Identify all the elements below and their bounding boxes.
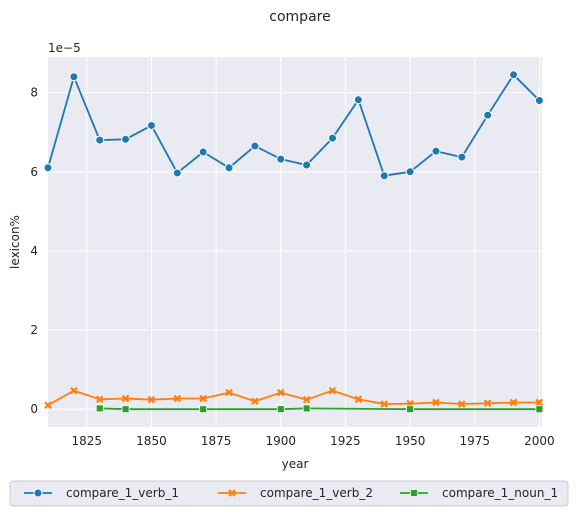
data-point-compare_1_noun_1 [95,404,104,413]
y-offset-label: 1e−5 [48,41,81,55]
data-point-compare_1_verb_1 [509,70,519,80]
marker-stroke [121,394,130,403]
marker-stroke [44,401,52,410]
data-point-compare_1_verb_1 [250,141,260,151]
plot-area [48,57,542,427]
data-point-compare_1_verb_1 [353,95,363,105]
y-tick-label: 8 [30,86,38,100]
y-axis-label: lexicon% [8,215,22,269]
y-tick-label: 6 [30,165,38,179]
data-point-compare_1_verb_1 [121,134,131,144]
data-point-compare_1_verb_1 [405,167,415,177]
marker-stroke [95,395,104,404]
marker-stroke [328,386,337,395]
data-point-compare_1_verb_2 [509,398,518,407]
legend-marker [228,489,236,497]
data-point-compare_1_verb_2 [380,400,389,408]
marker-stroke [173,394,182,403]
data-point-compare_1_verb_2 [95,395,104,404]
data-point-compare_1_verb_2 [199,394,207,403]
data-point-compare_1_verb_1 [146,120,156,130]
data-point-compare_1_verb_2 [173,394,182,403]
legend-box [9,480,569,507]
legend-entry-compare_1_noun_1: compare_1_noun_1 [442,486,558,500]
marker-stroke [251,397,259,406]
data-point-compare_1_verb_2 [70,386,78,395]
legend-marker [33,488,43,498]
marker-stroke [199,394,207,403]
marker-stroke [535,398,544,407]
data-point-compare_1_verb_1 [43,163,53,173]
legend: compare_1_verb_1 compare_1_verb_2 compare_… [9,480,569,507]
legend-entry-compare_1_verb_2: compare_1_verb_2 [260,486,373,500]
data-point-compare_1_verb_2 [458,400,466,408]
x-axis-label: year [282,457,309,471]
data-point-compare_1_verb_2 [147,395,156,404]
data-point-compare_1_verb_1 [483,110,493,120]
x-tick-label: 1825 [72,434,103,448]
y-tick-labels: 0 2 4 6 8 [30,86,38,417]
data-point-compare_1_noun_1 [535,405,544,414]
data-point-compare_1_verb_2 [483,399,492,408]
marker-stroke [483,399,492,408]
marker-stroke [354,395,363,404]
data-point-compare_1_verb_1 [95,135,105,145]
x-tick-label: 1950 [395,434,426,448]
x-tick-labels: 1825 1850 1875 1900 1925 1950 1975 2000 [72,434,555,448]
data-point-compare_1_verb_2 [432,398,440,407]
data-point-compare_1_noun_1 [199,405,208,414]
legend-marker [410,489,418,497]
chart-title: compare [269,9,330,25]
data-point-compare_1_verb_1 [379,171,389,181]
x-tick-label: 2000 [524,434,555,448]
data-point-compare_1_verb_2 [225,388,233,397]
legend-entry-compare_1_verb_1: compare_1_verb_1 [66,486,179,500]
grid-lines [48,57,542,427]
y-tick-label: 2 [30,323,38,337]
marker-stroke [147,395,156,404]
x-tick-label: 1875 [201,434,232,448]
data-point-compare_1_verb_1 [302,160,312,170]
series-line-compare_1_verb_2 [47,389,540,406]
data-point-compare_1_verb_1 [457,152,467,162]
data-point-compare_1_verb_2 [535,398,544,407]
x-tick-label: 1900 [266,434,297,448]
data-point-compare_1_verb_1 [431,146,441,156]
marker-stroke [509,398,518,407]
data-point-compare_1_verb_1 [198,147,208,157]
data-point-compare_1_verb_1 [69,72,79,82]
data-point-compare_1_verb_2 [302,395,311,404]
marker-stroke [380,400,389,408]
marker-stroke [302,395,311,404]
marker-stroke [70,386,78,395]
data-point-compare_1_verb_2 [276,388,285,397]
data-point-compare_1_verb_1 [172,168,182,178]
data-point-compare_1_verb_2 [121,394,130,403]
marker-stroke [228,489,236,497]
data-point-compare_1_verb_2 [44,401,52,410]
data-point-compare_1_verb_2 [354,395,363,404]
marker-stroke [276,388,285,397]
data-point-compare_1_noun_1 [302,404,311,413]
series-line-compare_1_noun_1 [99,407,540,411]
data-point-compare_1_verb_2 [251,397,259,406]
marker-stroke [458,400,466,408]
data-point-compare_1_verb_1 [224,163,234,173]
series-group [43,70,544,414]
marker-stroke [225,388,233,397]
y-tick-label: 4 [30,244,38,258]
data-point-compare_1_verb_1 [534,96,544,106]
data-point-compare_1_noun_1 [276,405,285,414]
data-point-compare_1_verb_2 [328,386,337,395]
data-point-compare_1_verb_1 [276,154,286,164]
data-point-compare_1_noun_1 [406,405,414,414]
x-tick-label: 1925 [330,434,361,448]
data-point-compare_1_noun_1 [121,405,130,414]
x-tick-label: 1975 [459,434,490,448]
y-tick-label: 0 [30,402,38,416]
marker-stroke [432,398,440,407]
x-tick-label: 1850 [136,434,167,448]
data-point-compare_1_verb_1 [328,133,338,143]
